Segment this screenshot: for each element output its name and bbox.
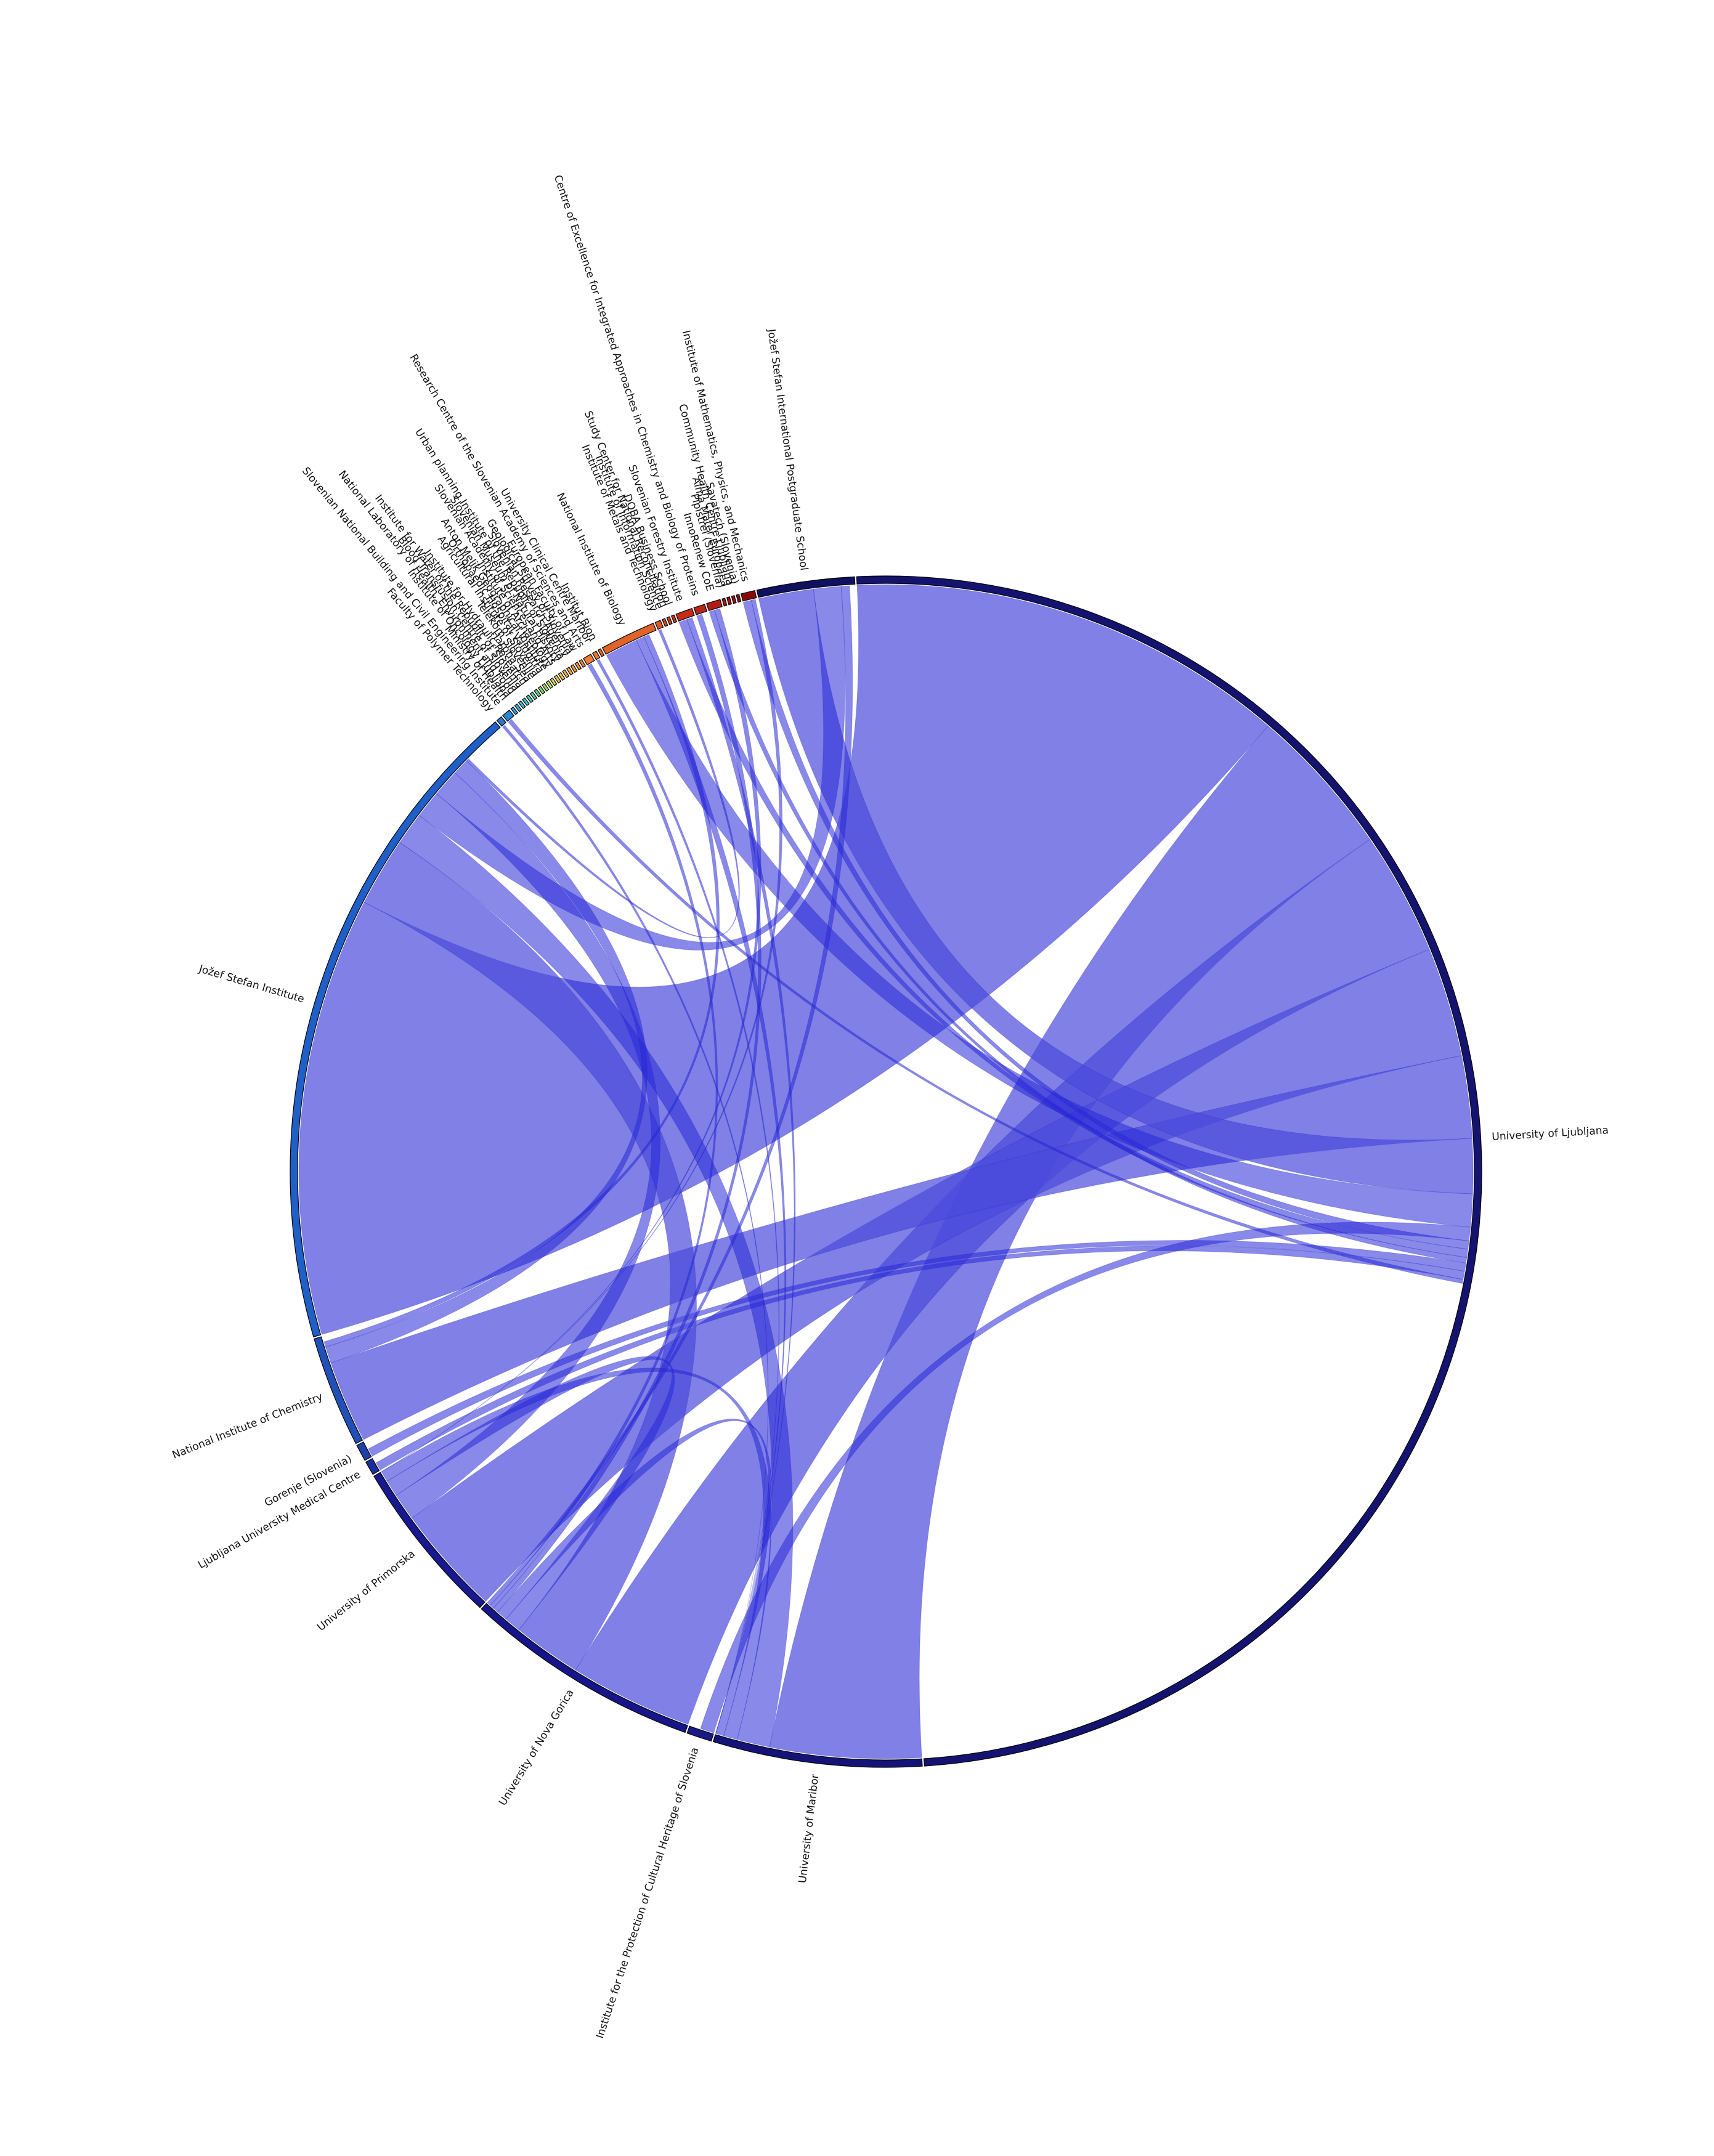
ribbon-university-of-nova-gorica-to-university-of-maribor bbox=[497, 1419, 772, 1737]
ribbon-national-institute-of-biology-to-national-institute-of-chemistry bbox=[323, 634, 720, 1348]
arc-university-clinical-centre-maribor bbox=[591, 650, 601, 660]
ribbon-university-of-ljubljana-to-gorenje-slovenia bbox=[368, 1240, 1466, 1457]
ribbon-university-of-ljubljana-to-national-institute-of-biology bbox=[606, 639, 1473, 1228]
arc-alma-mater-europaea bbox=[726, 596, 733, 606]
ribbon-innorenew-coe-to-university-of-primorska bbox=[381, 608, 762, 1472]
arc-urban-planning-institute-of-the-republic-of-slovenia bbox=[566, 667, 574, 676]
label-university-of-maribor: University of Maribor bbox=[797, 1773, 822, 1884]
arc-institute-of-archaeology bbox=[553, 675, 562, 684]
arc-institute-of-metals-and-technology bbox=[654, 620, 664, 630]
arc-institute-of-information-science bbox=[662, 618, 668, 627]
ribbon-jo-ef-stefan-international-postgraduate-school-to-university-of-nova-gorica bbox=[487, 585, 853, 1606]
arc-harpha-sea bbox=[534, 688, 542, 698]
ribbon-university-of-ljubljana-to-ljubljana-university-medical-centre bbox=[375, 1245, 1465, 1471]
ribbon-faculty-of-polymer-technology-to-university-of-maribor bbox=[502, 724, 769, 1734]
arc-institute-for-hydraulic-research bbox=[529, 691, 538, 700]
arc-institute-for-the-protection-of-cultural-heritage-of-slovenia bbox=[686, 1725, 714, 1742]
arc-slovenian-museum-of-natural-history bbox=[562, 669, 570, 678]
arc-faculty-of-polymer-technology bbox=[496, 716, 507, 727]
arc-university-of-nova-gorica bbox=[481, 1603, 688, 1733]
arc-jo-ef-stefan-institute bbox=[290, 721, 501, 1337]
arc-orthopaedic-hospital-valdoltra bbox=[545, 680, 554, 689]
arc-university-of-primorska bbox=[373, 1472, 485, 1608]
ribbon-university-of-ljubljana-to-innorenew-coe bbox=[709, 609, 1468, 1263]
chord-ribbons bbox=[298, 584, 1474, 1759]
arc-anton-melik-geographical-institute bbox=[550, 677, 558, 686]
arc-pipistrel-slovenia bbox=[721, 598, 728, 607]
arc-agricultural-institute-of-slovenia bbox=[542, 683, 550, 692]
ribbon-university-of-ljubljana-to-jo-ef-stefan-institute bbox=[298, 584, 1269, 1335]
ribbon-institute-of-metals-and-technology-to-jo-ef-stefan-institute bbox=[466, 629, 740, 938]
ribbon-university-of-maribor-to-university-of-primorska bbox=[381, 1368, 771, 1740]
ribbon-jo-ef-stefan-institute-to-university-of-primorska bbox=[396, 772, 660, 1519]
ribbon-institute-of-mathematics-physics-and-mechanics-to-university-of-primorska bbox=[381, 599, 783, 1472]
ribbon-jo-ef-stefan-institute-to-university-of-maribor bbox=[399, 815, 794, 1748]
arc-innorenew-coe bbox=[706, 599, 723, 612]
ribbon-university-clinical-centre-maribor-to-university-of-maribor bbox=[596, 659, 780, 1734]
arc-european-faculty-of-law bbox=[579, 659, 586, 668]
arc-institute-for-water-of-the-republic-of-slovenia bbox=[526, 694, 534, 703]
arc-national-laboratory-of-health-environment-and-food bbox=[518, 700, 526, 710]
arc-institute-of-oncology-ljubljana bbox=[514, 703, 522, 712]
arc-national-institute-of-biology bbox=[601, 623, 657, 655]
ribbon-university-of-ljubljana-to-jo-ef-stefan-international-postgraduate-school bbox=[758, 588, 1474, 1194]
label-jo-ef-stefan-international-postgraduate-school: Jožef Stefan International Postgraduate … bbox=[765, 328, 810, 571]
ribbon-jo-ef-stefan-institute-to-national-institute-of-chemistry bbox=[325, 760, 648, 1364]
label-university-of-ljubljana: University of Ljubljana bbox=[1492, 1124, 1609, 1143]
ribbon-centre-of-excellence-for-integrated-approaches-in-chemistry-and-biology-of-proteins-to-university-of-nova-gorica bbox=[493, 614, 762, 1613]
ribbon-slovenian-national-building-and-civil-engineering-institute-to-university-of-ljubljana bbox=[508, 719, 1464, 1284]
arc-slovenian-academy-of-sciences-and-arts bbox=[558, 671, 566, 681]
arc-institut-bion bbox=[597, 648, 605, 657]
arc-gorenje-slovenia bbox=[356, 1441, 372, 1461]
arc-slovenian-research-agency bbox=[570, 664, 578, 673]
arc-savatech-slovenia bbox=[736, 594, 742, 603]
arc-doba-business-school bbox=[670, 614, 678, 623]
arc-community-health-centre-ljubljana bbox=[731, 595, 737, 604]
label-ljubljana-university-medical-centre: Ljubljana University Medical Centre bbox=[196, 1469, 363, 1571]
label-university-of-nova-gorica: University of Nova Gorica bbox=[497, 1687, 577, 1808]
arc-university-of-ljubljana bbox=[856, 575, 1482, 1767]
label-jo-ef-stefan-institute: Jožef Stefan Institute bbox=[197, 963, 306, 1006]
node-arcs bbox=[290, 575, 1482, 1768]
ribbon-jo-ef-stefan-institute-to-jo-ef-stefan-international-postgraduate-school bbox=[418, 586, 846, 950]
arc-study-center-for-national-reconciliation bbox=[666, 616, 673, 625]
arc-jo-ef-stefan-international-postgraduate-school bbox=[756, 576, 856, 598]
ribbon-university-of-ljubljana-to-institute-of-mathematics-physics-and-mechanics bbox=[742, 599, 1469, 1250]
arc-national-institute-of-chemistry bbox=[314, 1336, 364, 1445]
arc-telekom-slovenije bbox=[537, 686, 546, 695]
arc-centre-of-excellence-for-integrated-approaches-in-chemistry-and-biology-of-proteins bbox=[693, 604, 708, 615]
label-university-of-primorska: University of Primorska bbox=[315, 1548, 417, 1634]
label-institute-for-the-protection-of-cultural-heritage-of-slovenia: Institute for the Protection of Cultural… bbox=[594, 1746, 702, 2040]
arc-blood-transfusion-centre-of-slovenia bbox=[522, 697, 530, 707]
arc-geological-survey-of-slovenia bbox=[574, 661, 582, 671]
arc-research-centre-of-the-slovenian-academy-of-sciences-and-arts bbox=[583, 654, 595, 666]
arc-slovenian-national-building-and-civil-engineering-institute bbox=[502, 709, 515, 722]
arc-university-of-maribor bbox=[712, 1734, 923, 1768]
arc-institute-of-mathematics-physics-and-mechanics bbox=[741, 590, 757, 602]
arc-slovenian-forestry-institute bbox=[675, 607, 695, 622]
arc-ljubljana-university-medical-centre bbox=[365, 1457, 380, 1475]
arc-ministry-of-health bbox=[510, 706, 519, 715]
ribbon-research-centre-of-the-slovenian-academy-of-sciences-and-arts-to-university-of-nova-gorica bbox=[490, 663, 718, 1609]
label-national-institute-of-chemistry: National Institute of Chemistry bbox=[171, 1390, 325, 1461]
